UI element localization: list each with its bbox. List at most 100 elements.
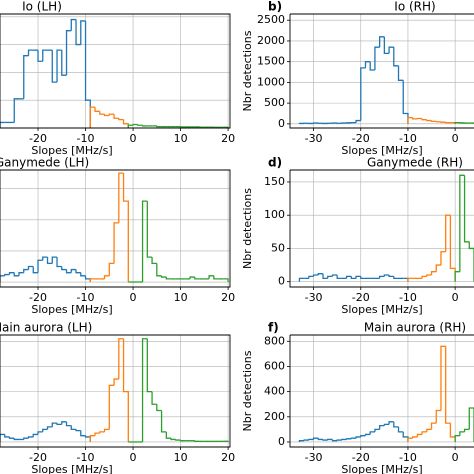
histogram-step (0, 275, 5, 283)
panel (0, 170, 230, 287)
histogram-step (416, 433, 423, 437)
histogram-step (407, 116, 413, 124)
histogram-step (51, 256, 58, 264)
histogram-step (42, 428, 48, 432)
histogram-step (426, 428, 432, 432)
histogram-step (89, 278, 96, 283)
y-axis-label: Nbr detections (241, 350, 254, 431)
histogram-step (141, 200, 148, 283)
histogram-step (360, 276, 366, 280)
histogram-step (194, 440, 200, 442)
panel-title: Main aurora (LH) (0, 321, 92, 335)
histogram-step (463, 428, 470, 432)
y-tick-label: 0 (278, 435, 285, 448)
y-tick-label: 2000 (257, 34, 285, 47)
histogram-step (141, 125, 148, 127)
histogram-step (369, 61, 375, 71)
histogram-step (70, 425, 77, 431)
x-tick-label: 0 (452, 291, 459, 304)
histogram-step (407, 437, 413, 442)
histogram-step (27, 436, 34, 439)
histogram-step (350, 437, 357, 439)
y-tick-label: 100 (264, 208, 285, 221)
histogram-step (18, 272, 24, 276)
histogram-step (355, 436, 361, 439)
y-tick-label: 200 (264, 410, 285, 423)
x-tick-label: 20 (221, 132, 235, 145)
histogram-step (13, 272, 20, 277)
x-axis-label: Slopes [MHz/s] (31, 463, 112, 474)
histogram-step (312, 274, 319, 277)
histogram-step (322, 439, 328, 441)
histogram-step (56, 49, 62, 83)
histogram-step (42, 256, 48, 261)
histogram-step (317, 273, 324, 276)
histogram-step (350, 276, 357, 280)
histogram-step (430, 271, 437, 276)
histogram-step (160, 410, 167, 433)
histogram-step (469, 122, 474, 124)
panel (0, 335, 230, 447)
x-tick-label: 0 (130, 291, 137, 304)
histogram-step (141, 338, 148, 442)
histogram-step (388, 275, 394, 278)
histogram-step (32, 266, 39, 274)
histogram-step (331, 274, 338, 277)
histogram-step (122, 173, 129, 283)
y-tick-label: 400 (264, 385, 285, 398)
panel-label: b) (268, 0, 282, 14)
histogram-step (80, 272, 86, 277)
panel-title: Main aurora (RH) (364, 321, 466, 335)
histogram-step (127, 124, 134, 128)
histogram-step (118, 338, 124, 380)
x-tick-label: -30 (305, 291, 323, 304)
histogram-step (355, 119, 361, 123)
histogram-step (170, 438, 176, 441)
x-tick-label: 10 (174, 291, 188, 304)
histogram-step (160, 275, 167, 278)
panel (290, 14, 474, 128)
histogram-step (156, 263, 162, 277)
histogram-step (355, 275, 361, 279)
histogram-step (56, 257, 62, 268)
histogram-step (179, 440, 186, 442)
histogram-step (146, 338, 153, 393)
x-tick-label: -20 (29, 451, 47, 464)
axes-frame (0, 334, 231, 448)
histogram-step (421, 275, 427, 279)
histogram-step (46, 426, 53, 430)
panel (0, 14, 230, 128)
panel-title: Io (LH) (22, 0, 62, 14)
histogram-step (430, 120, 437, 123)
histogram-step (445, 346, 451, 424)
y-tick-label: 500 (264, 96, 285, 109)
axes-frame (289, 169, 474, 288)
panel-label: d) (268, 156, 282, 170)
histogram-step (118, 118, 124, 121)
x-tick-label: -20 (352, 291, 370, 304)
histogram-step (322, 273, 328, 280)
x-tick-label: -10 (77, 132, 95, 145)
histogram-step (51, 422, 58, 427)
histogram-step (383, 274, 390, 277)
histogram-step (298, 277, 305, 282)
histogram-step (317, 438, 324, 441)
x-tick-label: -20 (29, 291, 47, 304)
histogram-step (84, 275, 91, 283)
x-tick-label: -10 (399, 132, 417, 145)
panel (290, 170, 474, 287)
axes-frame (0, 169, 231, 288)
histogram-step (412, 117, 418, 120)
y-tick-label: 1500 (257, 55, 285, 68)
histogram-step (175, 439, 181, 441)
x-tick-label: 0 (130, 132, 137, 145)
histogram-step (345, 438, 352, 440)
histogram-step (393, 421, 399, 428)
histogram-step (27, 265, 34, 270)
histogram-step (0, 121, 5, 128)
histogram-step (75, 269, 81, 274)
histogram-step (393, 47, 399, 67)
histogram-step (156, 404, 162, 412)
histogram-step (23, 55, 29, 99)
histogram-step (75, 429, 81, 432)
